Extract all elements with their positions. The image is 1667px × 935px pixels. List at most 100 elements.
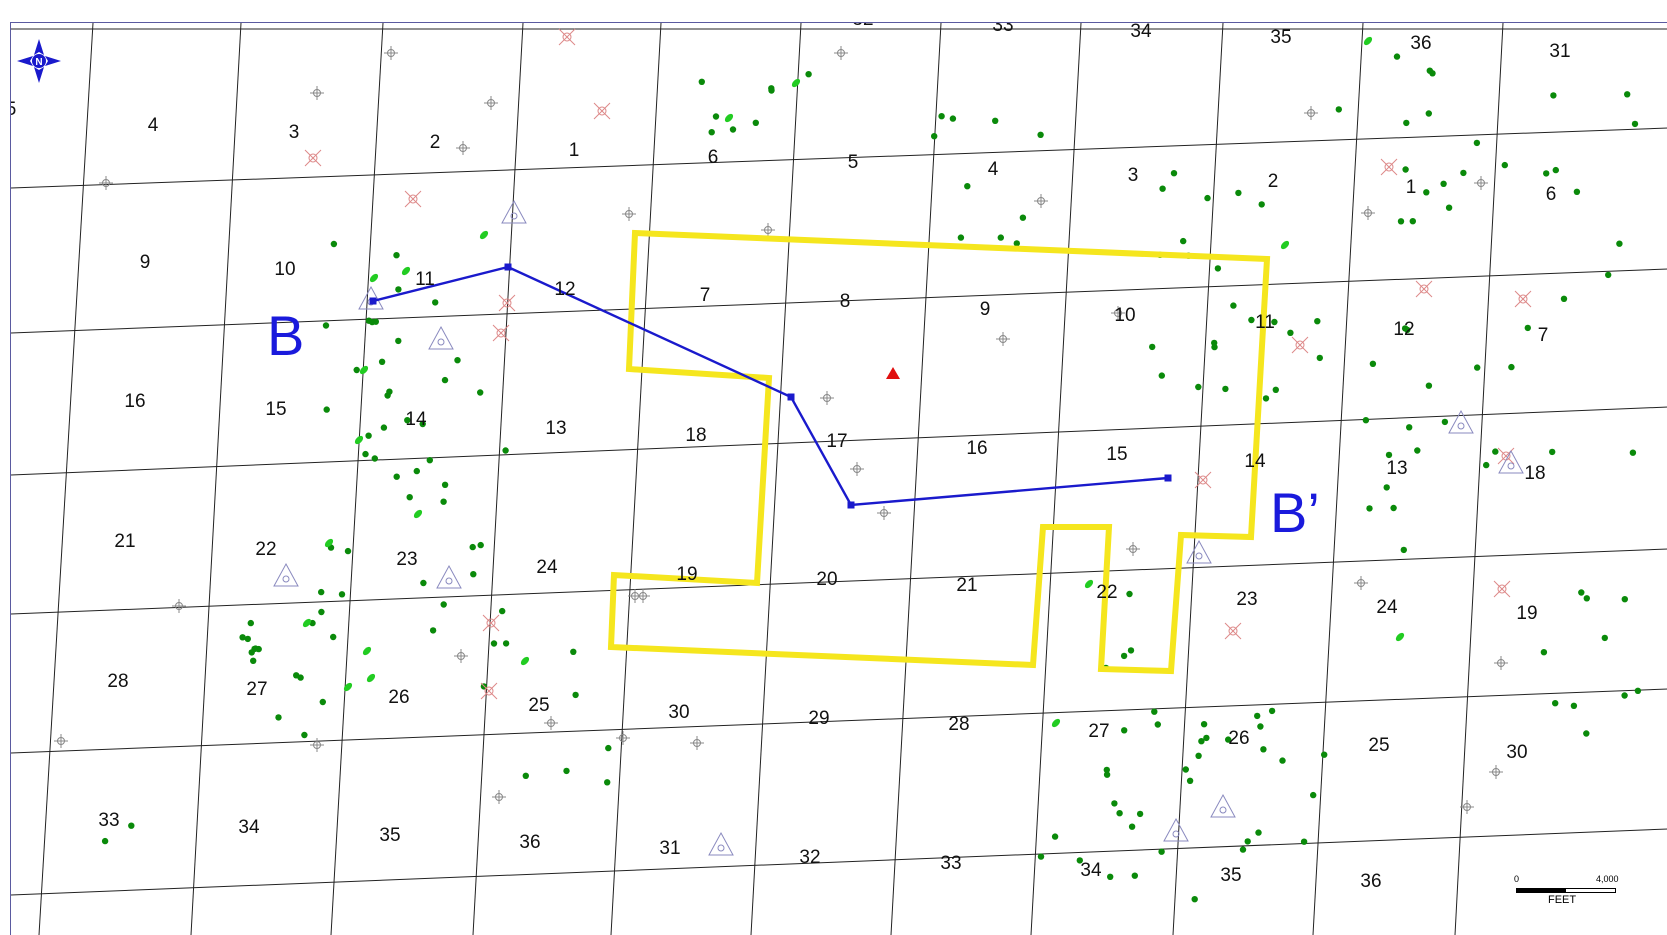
producing-well	[1429, 70, 1436, 77]
producing-well	[1257, 723, 1264, 730]
scale-min-label: 0	[1514, 874, 1520, 884]
north-arrow-letter: N	[35, 57, 42, 68]
section-label: 32	[799, 847, 820, 868]
producing-well	[454, 357, 461, 364]
producing-well	[1369, 360, 1377, 367]
gas-well-icon	[520, 656, 530, 666]
producing-well	[319, 698, 326, 706]
producing-well	[239, 634, 246, 641]
producing-well	[1616, 240, 1623, 247]
producing-well	[1404, 326, 1411, 334]
producing-well	[1400, 546, 1408, 554]
range-line	[1172, 23, 1224, 935]
section-label: 25	[1368, 735, 1389, 756]
gas-well-icon	[1280, 240, 1290, 250]
producing-well	[432, 299, 439, 306]
producing-well	[522, 772, 529, 779]
range-line	[38, 23, 94, 935]
producing-well	[1013, 240, 1020, 247]
section-label: 34	[238, 817, 260, 838]
gas-well-icon	[359, 365, 369, 375]
producing-well	[572, 691, 579, 699]
producing-well	[1271, 318, 1278, 326]
gas-well-icon	[343, 682, 353, 692]
producing-well	[1214, 265, 1222, 272]
producing-well	[1126, 590, 1133, 598]
producing-well	[330, 633, 337, 641]
producing-well	[1631, 120, 1639, 128]
producing-well	[605, 744, 612, 752]
producing-well	[395, 286, 402, 293]
section-label: 6	[708, 147, 719, 168]
producing-well	[1385, 451, 1393, 459]
producing-well	[1540, 649, 1548, 656]
producing-well	[429, 627, 437, 634]
producing-well	[1550, 92, 1557, 99]
gas-well-icon	[324, 538, 334, 548]
producing-well	[469, 543, 476, 551]
scale-bar-graphic	[1516, 888, 1616, 893]
producing-well	[698, 78, 705, 85]
township-line	[11, 268, 1667, 334]
producing-well	[1583, 730, 1590, 737]
producing-well	[1362, 417, 1370, 424]
producing-well	[712, 113, 720, 120]
cross-section-line[interactable]	[369, 263, 1172, 509]
section-label: 3	[1128, 165, 1139, 186]
producing-well	[1136, 810, 1144, 818]
producing-well	[1601, 634, 1609, 642]
triangle-symbol-icon	[1210, 793, 1236, 818]
producing-well	[563, 767, 570, 775]
producing-well	[1501, 161, 1509, 169]
producing-well	[1170, 170, 1178, 177]
producing-well	[1195, 752, 1202, 759]
section-label: 35	[379, 825, 400, 846]
triangle-symbol-icon	[501, 199, 527, 224]
producing-well	[1211, 343, 1218, 351]
section-label: 11	[415, 269, 435, 290]
dry-hole-icon	[486, 618, 496, 628]
section-labels: 4 3 2 1 6 5 4 3 2 1 69 10 11 12 7 8 9 10 11 12 716 15 14 13 18 17…	[11, 23, 1571, 892]
red-triangle-icon	[886, 367, 900, 379]
producing-well	[1383, 484, 1390, 491]
section-label: 25	[528, 695, 549, 716]
producing-well	[128, 822, 135, 829]
map-frame[interactable]: 4 3 2 1 6 5 4 3 2 1 6 9 10 11 12 7 8 9 10 11 12 7 16 15 14 13 18 17…	[10, 22, 1667, 935]
producing-well	[1131, 872, 1139, 879]
producing-well	[1200, 721, 1208, 728]
producing-well	[323, 406, 330, 413]
section-label: 10	[1114, 305, 1135, 326]
producing-well	[250, 657, 257, 664]
township-line	[11, 548, 1667, 615]
producing-well	[1127, 647, 1135, 654]
section-label: 17	[826, 431, 847, 452]
triangle-symbol-icon	[1163, 817, 1189, 842]
producing-well	[441, 481, 449, 488]
section-label: 1	[1406, 177, 1417, 198]
range-line	[1030, 23, 1082, 935]
section-label: 19	[1516, 603, 1537, 624]
range-line	[890, 23, 942, 935]
producing-well	[1460, 169, 1467, 177]
dry-hole-icon	[484, 686, 494, 696]
producing-well	[440, 498, 447, 505]
producing-well	[1203, 734, 1210, 742]
producing-well	[406, 494, 413, 501]
gas-well-icon	[413, 509, 423, 519]
producing-well	[1186, 777, 1194, 784]
producing-well	[1440, 180, 1447, 187]
producing-well	[338, 591, 346, 598]
producing-well	[502, 640, 510, 647]
range-line	[190, 23, 242, 935]
map-canvas[interactable]: 4 3 2 1 6 5 4 3 2 1 69 10 11 12 7 8 9 10 11 12 716 15 14 13 18 17…	[11, 23, 1667, 935]
producing-well	[1335, 106, 1343, 113]
producing-well	[499, 607, 506, 615]
gas-well-icon	[366, 673, 376, 683]
section-label: 23	[1236, 589, 1257, 610]
section-label: 29	[808, 708, 829, 729]
producing-well	[404, 417, 411, 424]
dry-hole-icon	[1419, 284, 1429, 294]
gas-well-icon	[401, 266, 411, 276]
dry-hole-icon	[1518, 294, 1528, 304]
producing-well	[1423, 189, 1430, 196]
